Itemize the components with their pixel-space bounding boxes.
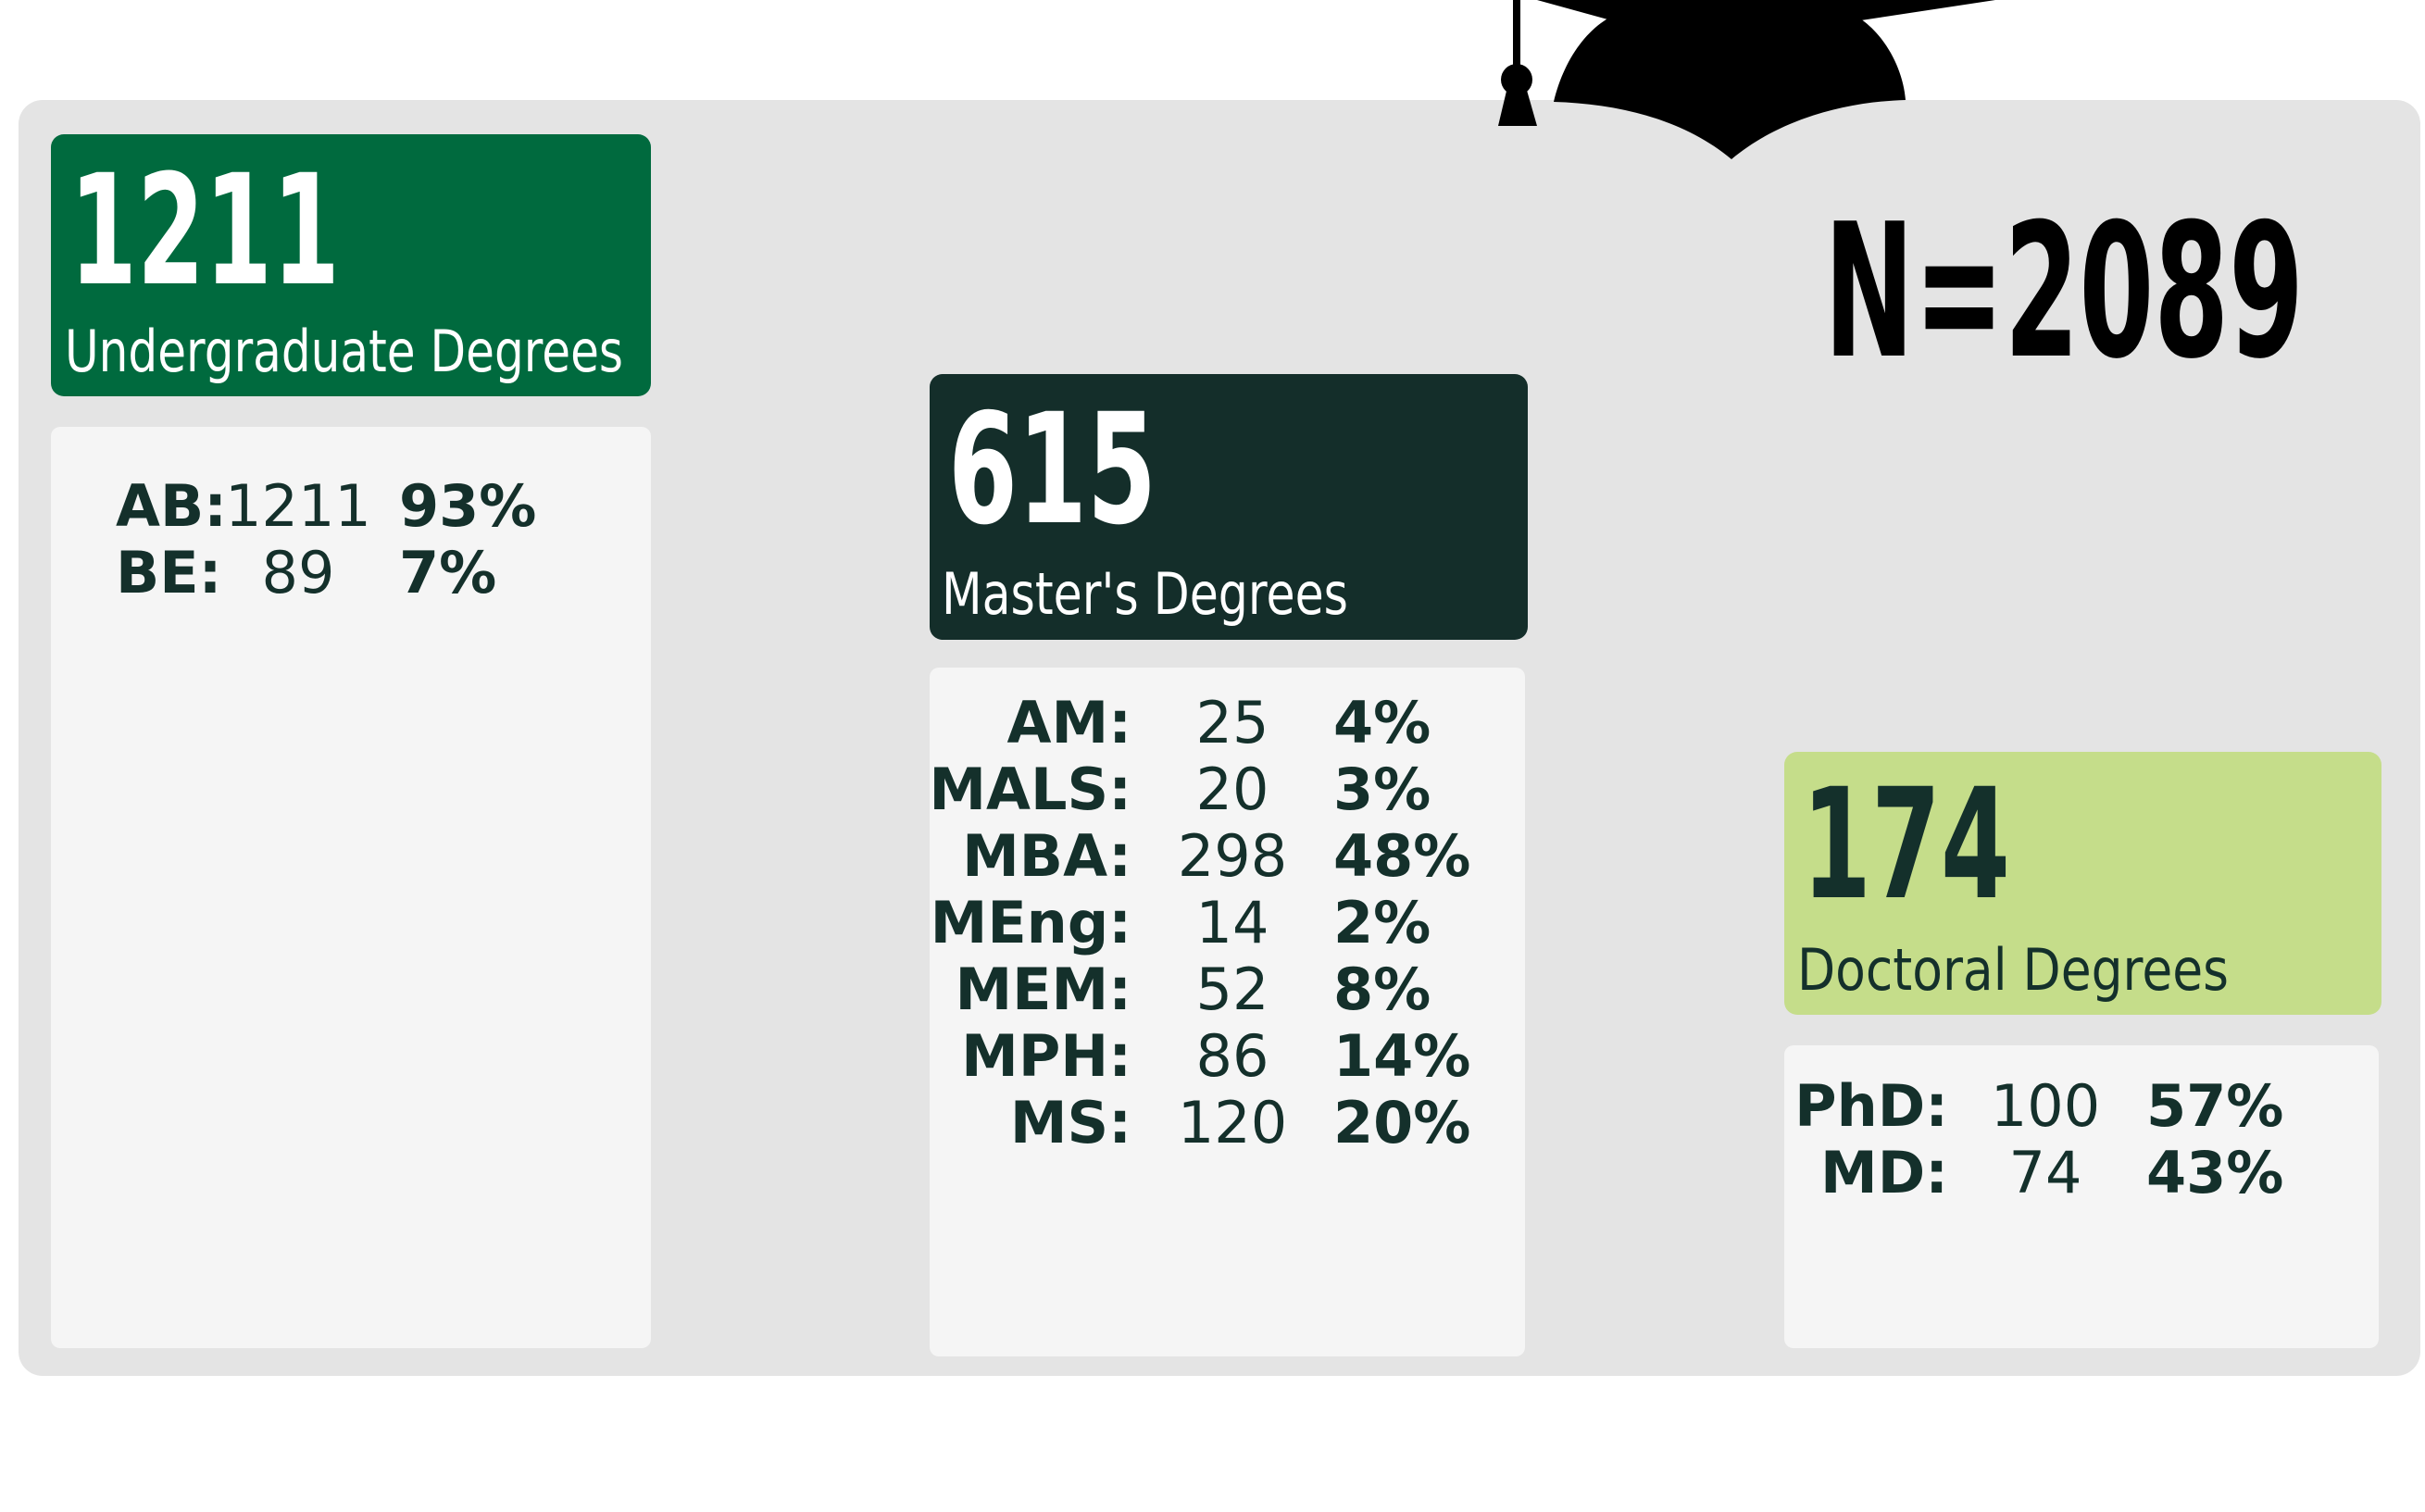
row-percent: 43% — [2146, 1139, 2283, 1206]
card-title: Master's Degrees — [942, 560, 1348, 628]
row-percent: 93% — [399, 472, 536, 540]
card-header — [51, 134, 651, 396]
row-label: MEM: — [955, 956, 1131, 1023]
row-count: 1211 — [225, 472, 371, 540]
card-body — [930, 668, 1525, 1356]
row-percent: 57% — [2146, 1072, 2283, 1140]
row-percent: 48% — [1333, 822, 1470, 890]
row-percent: 8% — [1333, 956, 1431, 1023]
row-percent: 20% — [1333, 1089, 1470, 1156]
row-count: 120 — [1178, 1089, 1287, 1156]
row-percent: 3% — [1333, 756, 1431, 823]
card-count: 1211 — [69, 142, 340, 319]
card-title: Undergraduate Degrees — [65, 318, 623, 385]
row-count: 89 — [262, 539, 335, 606]
card-header — [930, 374, 1528, 640]
row-label: MPH: — [961, 1022, 1131, 1090]
row-count: 14 — [1196, 889, 1269, 956]
row-count: 52 — [1196, 956, 1269, 1023]
row-label: MBA: — [962, 822, 1131, 890]
row-label: AB: — [116, 472, 227, 540]
row-label: MD: — [1820, 1139, 1948, 1206]
card-body — [1784, 1045, 2379, 1348]
row-count: 298 — [1178, 822, 1287, 890]
card-count: 615 — [948, 381, 1156, 558]
row-label: PhD: — [1794, 1072, 1948, 1140]
total: N=2089 — [1824, 184, 2304, 400]
row-percent: 2% — [1333, 889, 1431, 956]
card-title: Doctoral Degrees — [1797, 936, 2229, 1004]
row-label: MEng: — [931, 889, 1131, 956]
row-label: MALS: — [929, 756, 1131, 823]
row-label: AM: — [1007, 689, 1131, 756]
card-header — [1784, 752, 2381, 1015]
row-count: 25 — [1196, 689, 1269, 756]
row-percent: 14% — [1333, 1022, 1470, 1090]
row-count: 86 — [1196, 1022, 1269, 1090]
row-label: BE: — [116, 539, 221, 606]
row-label: MS: — [1010, 1089, 1131, 1156]
row-count: 74 — [2009, 1139, 2082, 1206]
row-count: 20 — [1196, 756, 1269, 823]
row-count: 100 — [1991, 1072, 2100, 1140]
card-body — [51, 427, 651, 1348]
card-count: 174 — [1802, 756, 2010, 933]
row-percent: 7% — [399, 539, 496, 606]
row-percent: 4% — [1333, 689, 1431, 756]
graduation-cap — [1498, 0, 1995, 159]
